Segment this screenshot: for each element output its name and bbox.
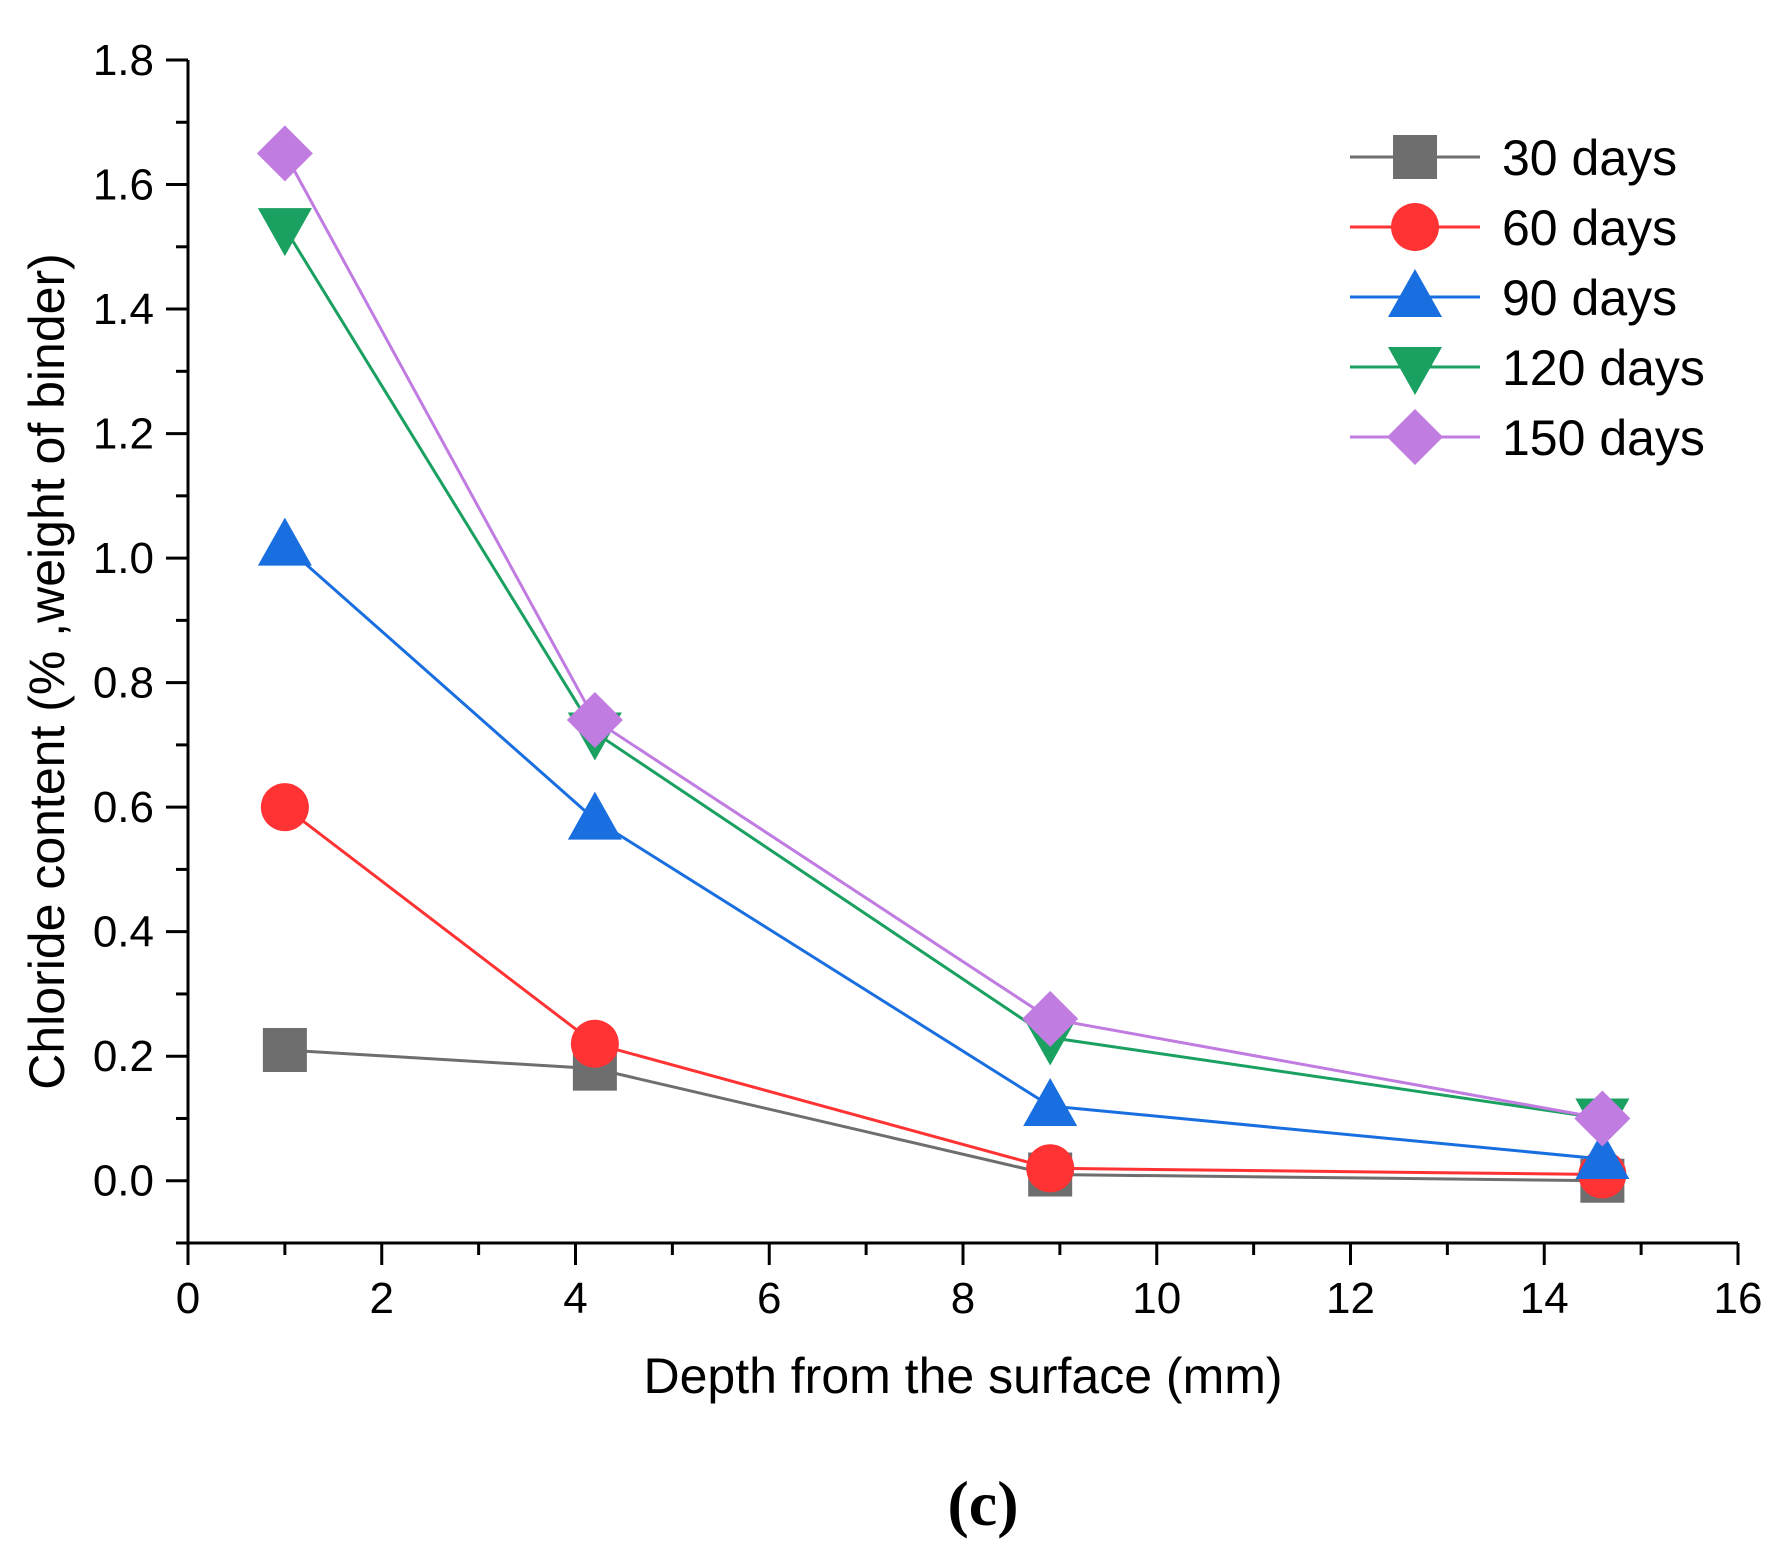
legend-label: 150 days <box>1502 410 1705 466</box>
x-tick-label: 0 <box>176 1274 200 1323</box>
series-line <box>283 227 1603 1120</box>
data-point <box>570 1019 619 1068</box>
legend-label: 90 days <box>1502 270 1677 326</box>
data-point <box>567 791 622 840</box>
x-tick-label: 6 <box>757 1274 781 1323</box>
data-point <box>1023 1078 1078 1127</box>
axes: 0 2 4 6 8 10 12 14 16 0.0 0.2 0.4 0.6 0.8 1.0 1.2 1.4 1.6… <box>93 36 1763 1323</box>
y-tick-label: 1.4 <box>93 285 154 334</box>
x-tick-label: 2 <box>370 1274 394 1323</box>
legend: 30 days 60 days 90 days 120 days 150 days <box>1350 130 1705 466</box>
series-line <box>284 1048 1603 1183</box>
x-tick-label: 12 <box>1326 1274 1375 1323</box>
series-layer <box>256 125 1631 1203</box>
data-point <box>260 783 309 832</box>
legend-label: 30 days <box>1502 130 1677 186</box>
panel-label: (c) <box>947 1468 1018 1539</box>
y-axis-title: Chloride content (% ,weight of binder) <box>19 253 75 1090</box>
data-point <box>257 208 312 257</box>
series-line <box>283 152 1603 1120</box>
data-point <box>1574 1090 1631 1147</box>
y-tick-label: 0.8 <box>93 659 154 708</box>
legend-marker <box>1387 409 1443 465</box>
legend-item: 120 days <box>1350 340 1705 396</box>
data-point <box>1575 1130 1630 1179</box>
legend-marker <box>1388 269 1442 317</box>
series-line <box>283 544 1603 1161</box>
legend-marker <box>1391 203 1439 251</box>
legend-item: 60 days <box>1350 200 1677 256</box>
y-tick-label: 0.4 <box>93 908 154 957</box>
legend-marker <box>1388 347 1442 395</box>
legend-marker <box>1393 135 1437 179</box>
data-point <box>257 517 312 566</box>
legend-item: 30 days <box>1350 130 1677 186</box>
y-tick-label: 0.0 <box>93 1157 154 1206</box>
x-tick-label: 14 <box>1520 1274 1569 1323</box>
x-tick-label: 8 <box>951 1274 975 1323</box>
series-150-days <box>256 125 1631 1147</box>
legend-item: 150 days <box>1350 409 1705 466</box>
y-tick-label: 0.6 <box>93 783 154 832</box>
x-axis-title: Depth from the surface (mm) <box>643 1348 1282 1404</box>
y-tick-label: 1.2 <box>93 410 154 459</box>
series-line <box>283 805 1603 1177</box>
data-point <box>262 1027 307 1072</box>
data-point <box>1022 990 1079 1047</box>
data-point <box>1026 1144 1075 1193</box>
series-60-days <box>260 783 1627 1199</box>
series-30-days <box>262 1027 1625 1203</box>
y-tick-label: 1.6 <box>93 161 154 210</box>
legend-item: 90 days <box>1350 269 1677 326</box>
y-tick-label: 0.2 <box>93 1032 154 1081</box>
data-point <box>566 691 623 748</box>
x-tick-label: 16 <box>1714 1274 1763 1323</box>
legend-label: 120 days <box>1502 340 1705 396</box>
x-tick-label: 10 <box>1132 1274 1181 1323</box>
data-point <box>256 125 313 182</box>
y-tick-label: 1.0 <box>93 534 154 583</box>
legend-label: 60 days <box>1502 200 1677 256</box>
series-90-days <box>257 517 1630 1179</box>
y-tick-label: 1.8 <box>93 36 154 85</box>
x-tick-label: 4 <box>563 1274 587 1323</box>
